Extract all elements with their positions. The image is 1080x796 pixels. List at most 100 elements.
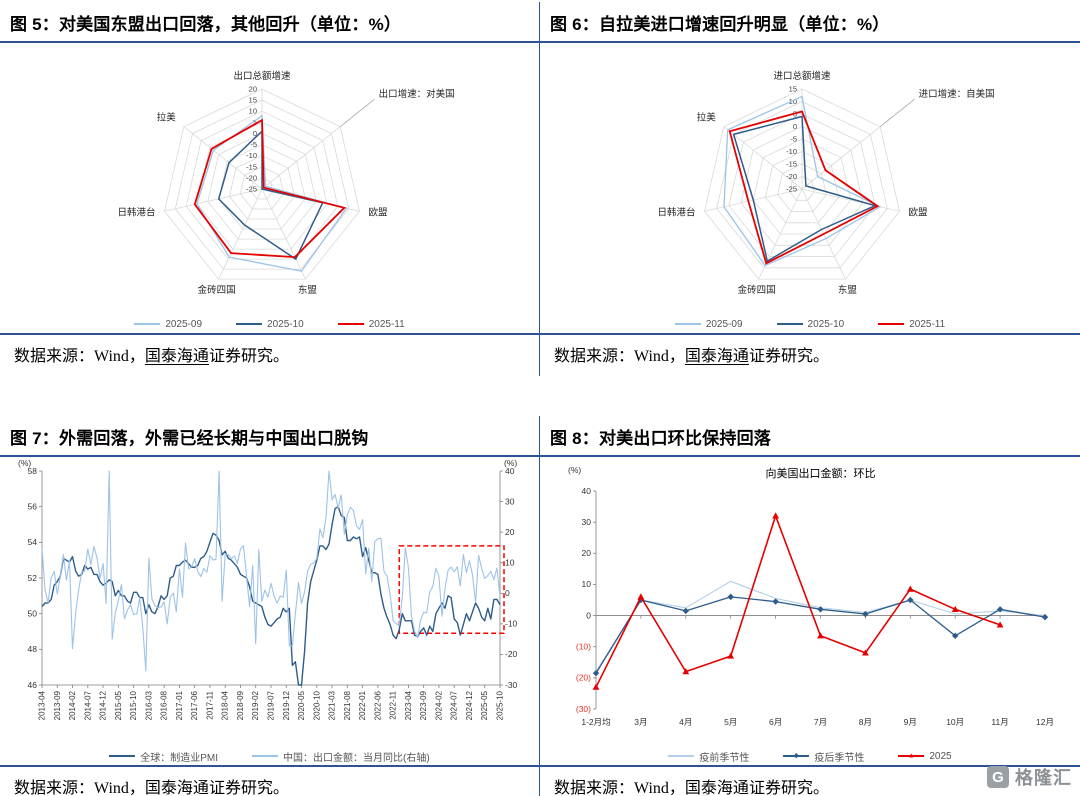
svg-text:2014-07: 2014-07 (83, 690, 92, 720)
svg-text:15: 15 (789, 85, 797, 94)
svg-text:2017-06: 2017-06 (190, 690, 199, 720)
svg-text:欧盟: 欧盟 (368, 206, 388, 218)
svg-text:2024-07: 2024-07 (449, 690, 458, 720)
legend-line-swatch (236, 323, 263, 325)
figure-5-title: 图 5：对美国东盟出口回落，其他回升（单位：%） (0, 2, 539, 43)
svg-text:48: 48 (27, 644, 37, 654)
figure-7-source-note: 数据来源：Wind，国泰海通证券研究。 (0, 765, 539, 796)
svg-text:4月: 4月 (679, 717, 692, 727)
svg-text:-30: -30 (505, 680, 518, 690)
svg-text:11月: 11月 (991, 717, 1008, 727)
legend-item: 2025-10 (776, 319, 844, 330)
svg-text:10: 10 (505, 558, 515, 568)
svg-text:2019-12: 2019-12 (281, 690, 290, 720)
svg-text:0: 0 (505, 588, 510, 598)
svg-text:向美国出口金额：环比: 向美国出口金额：环比 (766, 466, 876, 480)
legend-label: 全球：制造业PMI (140, 752, 219, 764)
legend-item: 2025-11 (337, 318, 405, 330)
section-gap (0, 376, 1080, 416)
svg-text:52: 52 (27, 573, 37, 583)
svg-text:东盟: 东盟 (297, 284, 317, 296)
legend-line-swatch (668, 755, 695, 757)
legend-item: 2025-09 (674, 318, 743, 330)
svg-text:(%): (%) (504, 458, 517, 468)
svg-text:10: 10 (248, 107, 256, 116)
legend-line-swatch: ◆ (783, 753, 810, 760)
svg-text:(10): (10) (576, 642, 591, 652)
guotai-haitong-link[interactable]: 国泰海通 (684, 348, 749, 365)
svg-text:40: 40 (582, 486, 592, 496)
svg-text:46: 46 (27, 680, 37, 690)
legend-item: 疫前季节性 (668, 749, 749, 764)
svg-text:2022-11: 2022-11 (388, 690, 397, 719)
guotai-haitong-link[interactable]: 国泰海通 (684, 780, 749, 796)
svg-text:拉美: 拉美 (697, 112, 717, 124)
svg-text:50: 50 (27, 608, 37, 618)
figure-7-title: 图 7：外需回落，外需已经长期与中国出口脱钩 (0, 416, 539, 457)
svg-text:54: 54 (27, 537, 37, 547)
gelonghui-logo-text: 格隆汇 (1015, 768, 1072, 788)
legend-line-swatch (109, 755, 136, 757)
svg-text:-20: -20 (786, 172, 797, 181)
svg-text:-15: -15 (246, 162, 257, 171)
svg-text:-20: -20 (246, 173, 257, 182)
figure-5-source-note: 数据来源：Wind，国泰海通证券研究。 (0, 333, 539, 376)
svg-text:20: 20 (582, 548, 592, 558)
legend-label: 中国：出口金额：当月同比(右轴) (283, 752, 430, 764)
svg-text:2023-09: 2023-09 (419, 690, 428, 720)
svg-text:2021-08: 2021-08 (342, 690, 351, 720)
figure-5-legend: 2025-09 2025-10 2025-11 (134, 315, 405, 333)
svg-text:2018-09: 2018-09 (235, 690, 244, 720)
svg-text:0: 0 (586, 610, 591, 620)
figure-7-legend: 全球：制造业PMI 中国：出口金额：当月同比(右轴) (109, 747, 430, 765)
legend-label: 2025-09 (165, 318, 203, 330)
svg-text:-10: -10 (505, 619, 518, 629)
svg-text:进口增速：自美国: 进口增速：自美国 (919, 88, 995, 100)
source-suffix: 证券研究。 (208, 780, 289, 796)
svg-text:2025-10: 2025-10 (495, 690, 504, 720)
svg-text:2016-03: 2016-03 (144, 690, 153, 720)
legend-line-swatch (776, 323, 803, 325)
svg-text:2015-10: 2015-10 (129, 690, 138, 720)
legend-item: 2025-10 (236, 319, 304, 330)
guotai-haitong-link[interactable]: 国泰海通 (144, 348, 209, 365)
svg-text:进口总额增速: 进口总额增速 (773, 70, 831, 82)
source-prefix: 数据来源：Wind， (554, 780, 685, 796)
svg-text:10: 10 (582, 579, 592, 589)
legend-line-swatch: ▲ (898, 753, 925, 760)
svg-text:2019-07: 2019-07 (266, 690, 275, 720)
gelonghui-logo-icon: G (987, 766, 1009, 788)
svg-text:-25: -25 (246, 185, 257, 194)
figure-8-source-note: 数据来源：Wind，国泰海通证券研究。 (540, 765, 1080, 796)
legend-label: 2025-11 (368, 318, 405, 330)
svg-text:8月: 8月 (859, 717, 872, 727)
svg-text:金砖四国: 金砖四国 (738, 284, 776, 296)
legend-label: 疫后季节性 (814, 752, 865, 764)
legend-label: 2025-09 (705, 318, 743, 330)
svg-text:金砖四国: 金砖四国 (197, 284, 235, 296)
svg-text:出口增速：对美国: 出口增速：对美国 (378, 88, 454, 100)
svg-text:1-2月均: 1-2月均 (581, 717, 610, 727)
guotai-haitong-link[interactable]: 国泰海通 (144, 780, 209, 796)
svg-text:40: 40 (505, 466, 515, 476)
svg-text:出口总额增速: 出口总额增速 (233, 70, 291, 82)
svg-text:3月: 3月 (634, 717, 647, 727)
source-prefix: 数据来源：Wind， (14, 348, 145, 365)
svg-text:2013-04: 2013-04 (37, 690, 46, 720)
svg-text:拉美: 拉美 (156, 112, 176, 124)
top-figures-row: 图 5：对美国东盟出口回落，其他回升（单位：%） 20 15 10 5 0 -5 -10 -1… (0, 2, 1080, 376)
source-suffix: 证券研究。 (208, 348, 289, 365)
svg-text:2018-04: 2018-04 (220, 690, 229, 720)
legend-label: 2025 (929, 750, 952, 762)
svg-text:-5: -5 (250, 140, 257, 149)
svg-text:2017-11: 2017-11 (205, 690, 214, 719)
svg-text:-25: -25 (786, 185, 797, 194)
svg-text:2025-05: 2025-05 (480, 690, 489, 720)
figure-8-line-chart: 向美国出口金额：环比 (%) 40 30 20 10 0 (10) (20) (30) 1-2月均 3… (568, 465, 1054, 727)
svg-text:(%): (%) (18, 458, 31, 468)
svg-text:2024-12: 2024-12 (464, 690, 473, 720)
svg-text:58: 58 (27, 466, 37, 476)
svg-text:2017-01: 2017-01 (174, 690, 183, 720)
